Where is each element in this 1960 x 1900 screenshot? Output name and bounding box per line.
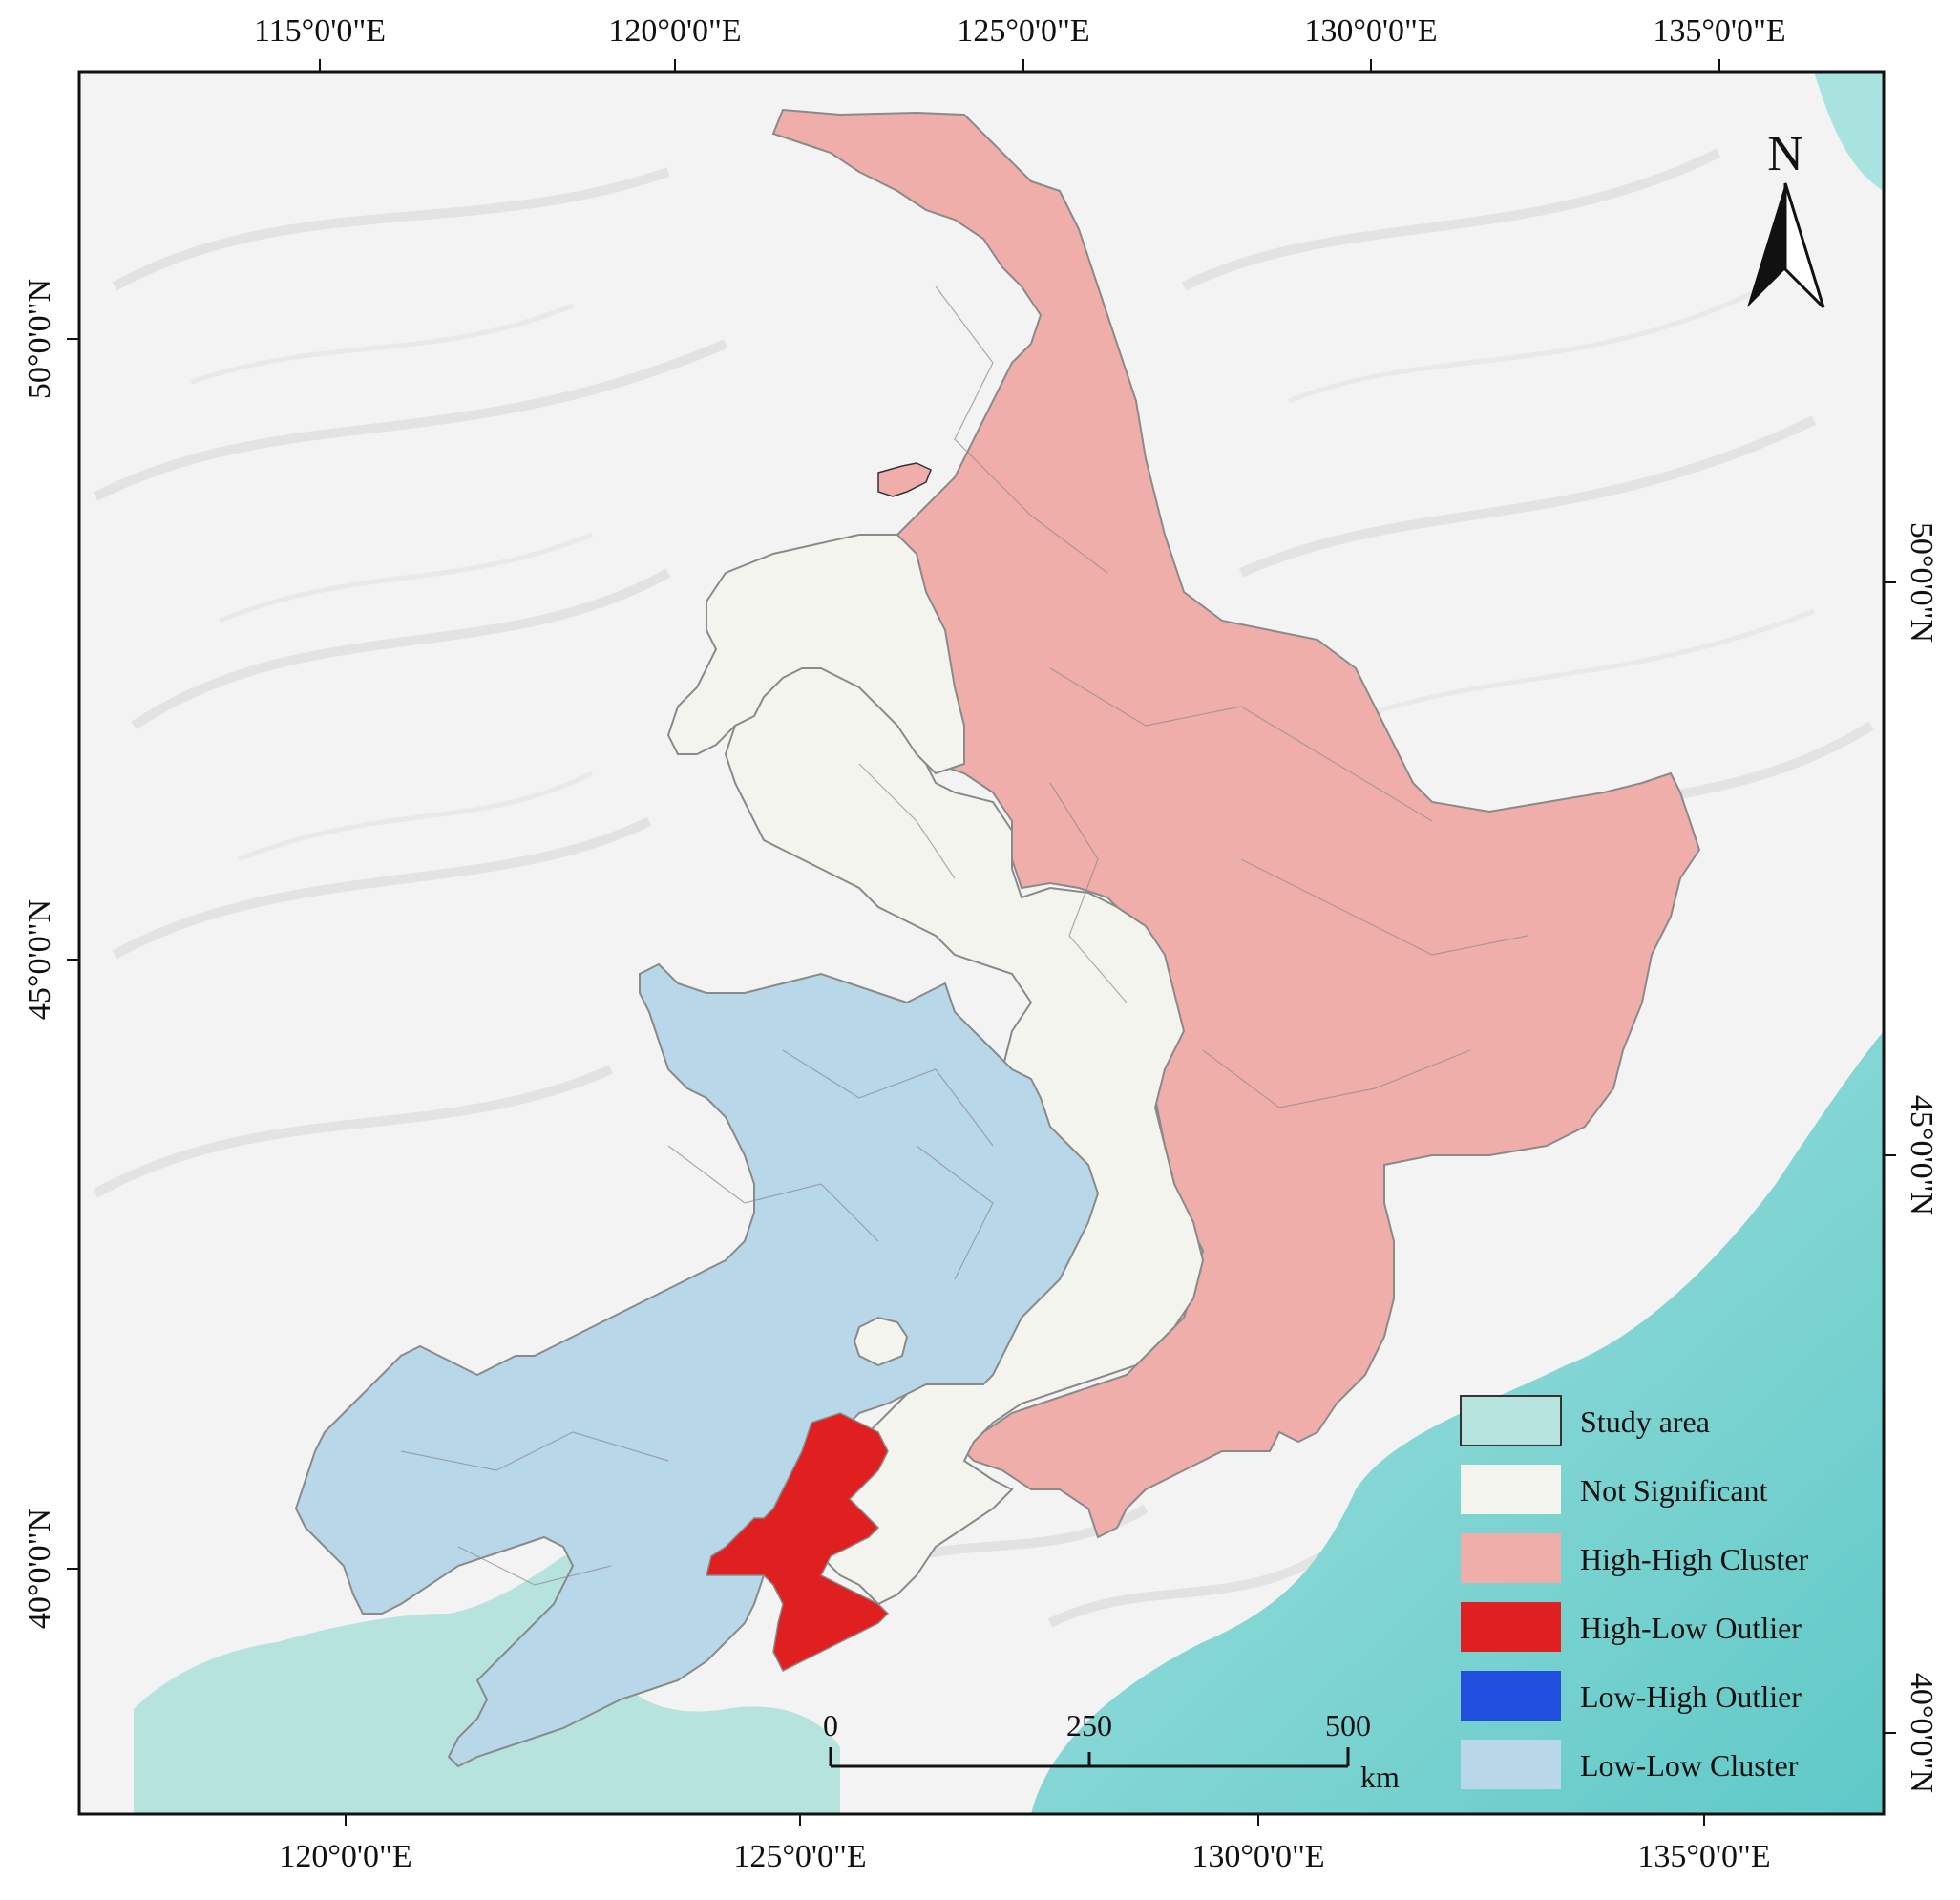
region-high-low	[706, 1412, 890, 1673]
legend-label: Not Significant	[1580, 1473, 1768, 1508]
legend: Study area Not Significant High-High Clu…	[1460, 1395, 1808, 1789]
right-axis-label: 45°0'0"N	[1904, 1095, 1939, 1215]
top-axis-label: 115°0'0"E	[254, 13, 386, 49]
bottom-axis-label: 125°0'0"E	[733, 1839, 866, 1874]
bottom-axis-label: 135°0'0"E	[1637, 1839, 1770, 1874]
legend-label: Low-High Outlier	[1580, 1679, 1802, 1714]
top-axis-labels: 115°0'0"E 120°0'0"E 125°0'0"E 130°0'0"E …	[254, 13, 1786, 49]
sea-east	[1031, 1031, 1884, 1814]
region-island	[853, 1316, 909, 1367]
left-axis-label: 45°0'0"N	[22, 899, 57, 1020]
region-low-low	[294, 962, 1100, 1768]
top-axis-label: 125°0'0"E	[957, 13, 1089, 49]
axis-ticks	[67, 59, 1896, 1826]
legend-label: Study area	[1580, 1404, 1710, 1439]
bottom-axis-label: 130°0'0"E	[1191, 1839, 1324, 1874]
legend-item-low-low: Low-Low Cluster	[1461, 1740, 1799, 1789]
legend-item-study-area: Study area	[1460, 1395, 1710, 1446]
legend-item-low-high: Low-High Outlier	[1461, 1671, 1802, 1721]
scale-tick-label: 250	[1066, 1708, 1112, 1742]
legend-swatch	[1461, 1465, 1561, 1514]
top-axis-label: 120°0'0"E	[608, 13, 741, 49]
sea-northeast	[1814, 72, 1884, 191]
legend-swatch	[1461, 1671, 1561, 1721]
scale-unit: km	[1360, 1760, 1400, 1794]
map-frame	[77, 70, 1886, 1816]
top-axis-label: 135°0'0"E	[1653, 13, 1785, 49]
region-not-significant-nw	[666, 534, 965, 775]
legend-swatch	[1461, 1533, 1561, 1583]
legend-item-high-low: High-Low Outlier	[1461, 1602, 1802, 1652]
bottom-axis-labels: 120°0'0"E 125°0'0"E 130°0'0"E 135°0'0"E	[279, 1839, 1770, 1874]
right-axis-label: 50°0'0"N	[1904, 522, 1939, 643]
left-axis-label: 40°0'0"N	[22, 1509, 57, 1629]
legend-item-not-significant: Not Significant	[1461, 1465, 1768, 1514]
right-axis-labels: 50°0'0"N 45°0'0"N 40°0'0"N	[1904, 522, 1939, 1793]
county-borders	[400, 285, 1528, 1586]
legend-swatch	[1461, 1602, 1561, 1652]
legend-label: Low-Low Cluster	[1580, 1748, 1799, 1783]
scale-tick-label: 500	[1325, 1708, 1371, 1742]
left-axis-label: 50°0'0"N	[22, 279, 57, 399]
legend-label: High-Low Outlier	[1580, 1611, 1802, 1645]
north-arrow-icon	[1747, 182, 1825, 309]
region-detached-island	[877, 462, 932, 497]
right-axis-label: 40°0'0"N	[1904, 1673, 1939, 1793]
north-arrow-label: N	[1767, 127, 1803, 181]
top-axis-label: 130°0'0"E	[1304, 13, 1437, 49]
legend-swatch	[1461, 1740, 1561, 1789]
left-axis-labels: 50°0'0"N 45°0'0"N 40°0'0"N	[22, 279, 57, 1629]
legend-label: High-High Cluster	[1580, 1542, 1808, 1576]
scale-bar: 0 250 500 km	[823, 1708, 1400, 1794]
legend-item-high-high: High-High Cluster	[1461, 1533, 1808, 1583]
north-arrow: N	[1747, 127, 1825, 309]
bottom-axis-label: 120°0'0"E	[279, 1839, 411, 1874]
scale-tick-label: 0	[823, 1708, 838, 1742]
legend-swatch	[1460, 1395, 1562, 1446]
